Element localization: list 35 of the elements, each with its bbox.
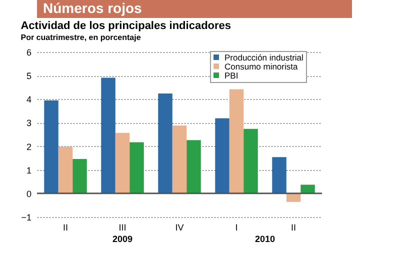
- x-tick-label: II: [290, 222, 296, 232]
- y-tick-label: 3: [26, 118, 32, 128]
- chart-subtitle: Actividad de los principales indicadores: [20, 20, 232, 32]
- y-tick-label: 4: [26, 94, 32, 105]
- legend-label: PBI: [224, 70, 238, 80]
- bar: [72, 159, 87, 194]
- bar: [101, 78, 116, 194]
- y-axis-title: Por cuatrimestre, en porcentaje: [20, 33, 142, 42]
- bar: [244, 128, 258, 194]
- bar: [186, 140, 201, 194]
- y-tick-label: 0: [26, 188, 32, 199]
- bar: [272, 157, 286, 194]
- bar: [286, 193, 301, 202]
- bar: [44, 100, 58, 194]
- text: 2010: [254, 234, 276, 244]
- y-tick-label: 1: [26, 165, 32, 176]
- y-tick-label: −1: [21, 212, 32, 222]
- text: 2009: [112, 234, 133, 244]
- x-tick-label: III: [118, 222, 126, 232]
- y-tick-label: 5: [26, 71, 32, 82]
- bar: [115, 132, 130, 194]
- x-tick-label: IV: [175, 222, 184, 232]
- legend-label: Producción industrial: [224, 52, 304, 62]
- y-tick-label: 6: [26, 48, 32, 58]
- bar: [215, 118, 230, 194]
- x-tick-label: II: [62, 222, 68, 232]
- bar: [229, 89, 244, 194]
- x-tick-label: I: [235, 222, 238, 232]
- y-tick-label: 2: [26, 142, 32, 152]
- chart-title: Números rojos: [43, 0, 142, 16]
- legend-label: Consumo minorista: [224, 61, 298, 72]
- bar: [58, 146, 73, 194]
- bar: [130, 142, 144, 194]
- bar: [172, 126, 187, 194]
- bar: [158, 93, 172, 194]
